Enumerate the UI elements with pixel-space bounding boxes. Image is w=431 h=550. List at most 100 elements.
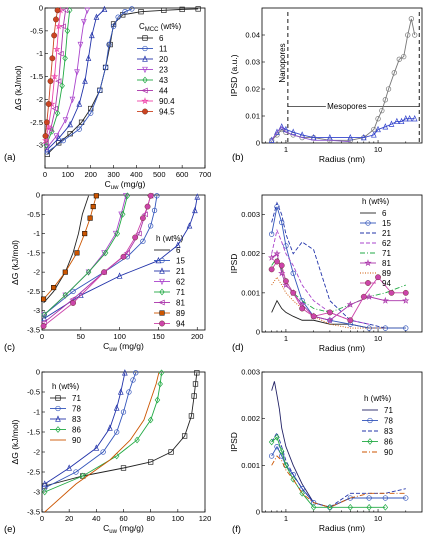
plot-frame	[41, 371, 206, 513]
data-point	[140, 215, 146, 222]
data-point	[42, 133, 49, 139]
data-point	[59, 23, 66, 30]
data-point	[268, 266, 275, 273]
x-tick-label: 10	[374, 145, 382, 154]
data-point	[89, 31, 95, 39]
series-line	[44, 195, 158, 315]
series-a-23	[44, 7, 91, 152]
data-point	[411, 115, 418, 122]
data-point	[40, 323, 47, 330]
legend-entry: 11	[159, 45, 168, 54]
data-point	[290, 289, 297, 296]
data-point	[151, 207, 158, 214]
data-point	[402, 115, 409, 122]
data-point	[122, 9, 128, 15]
legend-title: h (wt%)	[362, 197, 389, 206]
data-point	[290, 475, 296, 483]
legend-marker	[142, 55, 148, 62]
data-point	[53, 133, 60, 140]
y-tick-label: 0.001	[241, 288, 260, 297]
legend-entry: 20	[159, 55, 168, 64]
data-point	[365, 292, 373, 300]
data-point	[82, 77, 88, 84]
panel-a: 0 -0.5 -1 -1.5 -2 -2.5 -3 0 100 200 300 400 500 600 70…	[4, 4, 211, 192]
data-point	[93, 13, 100, 20]
data-point	[179, 6, 185, 13]
legend-title: h (wt%)	[156, 234, 183, 243]
data-point	[174, 241, 181, 248]
data-point	[278, 262, 285, 269]
legend-entry: 15	[176, 257, 185, 266]
x-tick-label: 500	[153, 170, 166, 179]
data-point	[134, 436, 140, 444]
data-point	[73, 469, 79, 475]
series-a-44	[42, 7, 69, 146]
data-point	[405, 32, 411, 38]
data-point	[188, 413, 195, 419]
data-point	[347, 133, 354, 141]
data-point	[85, 54, 92, 61]
x-tick-label: 80	[146, 514, 154, 523]
series-line	[43, 195, 97, 300]
data-point	[194, 370, 200, 376]
y-axis-label: ΔG (kJ/mol)	[10, 240, 20, 285]
legend-entry: 86	[384, 438, 393, 447]
y-tick-label: -0.5	[30, 26, 43, 35]
data-point	[93, 193, 99, 199]
data-point	[382, 97, 388, 103]
y-tick-label: -1.5	[30, 72, 43, 81]
legend-entry: 23	[159, 66, 168, 75]
data-point	[147, 416, 154, 424]
x-tick-label: 10	[374, 334, 382, 343]
data-point	[119, 210, 126, 218]
data-point	[401, 53, 407, 60]
data-point	[123, 250, 131, 256]
data-point	[360, 133, 367, 141]
data-point	[366, 495, 372, 501]
x-axis-label: Cuw (mg/g)	[103, 341, 144, 353]
data-point	[130, 377, 136, 383]
data-point	[44, 146, 51, 153]
x-tick-label: 50	[77, 332, 85, 341]
data-point	[97, 87, 103, 93]
data-point	[375, 116, 381, 122]
data-point	[310, 313, 317, 320]
data-point	[107, 424, 113, 431]
data-point	[403, 325, 409, 331]
x-tick-label: 400	[130, 170, 143, 179]
x-axis-label: Radius (nm)	[319, 523, 365, 533]
data-point	[67, 120, 73, 128]
legend-entry: 94	[382, 279, 391, 288]
data-point	[69, 96, 76, 104]
legend-entry: 71	[176, 288, 185, 297]
data-point	[54, 109, 61, 117]
legend-entry: 71	[382, 249, 391, 258]
y-tick-label: -1	[33, 229, 40, 238]
data-point	[396, 56, 402, 62]
data-point	[43, 119, 50, 126]
legend-entry: 90	[384, 448, 393, 457]
data-point	[55, 78, 62, 84]
legend-marker	[159, 310, 165, 316]
y-tick-label: 0	[39, 4, 43, 13]
x-tick-label: 100	[62, 170, 75, 179]
data-point	[412, 32, 418, 38]
data-point	[154, 193, 160, 199]
legend-entry: 62	[382, 239, 391, 248]
series-c-21	[41, 193, 201, 322]
data-point	[279, 219, 285, 226]
y-tick-label: -2.5	[30, 118, 43, 127]
data-point	[74, 69, 80, 76]
series-line	[271, 206, 406, 329]
data-point	[195, 6, 201, 12]
data-point	[102, 64, 109, 71]
plot-frame	[44, 7, 206, 169]
series-c-71	[41, 192, 131, 318]
series-a-43	[43, 6, 73, 149]
data-point	[283, 278, 289, 285]
data-point	[62, 269, 68, 275]
panel-label: (d)	[232, 342, 244, 353]
data-point	[299, 305, 306, 312]
data-point	[45, 101, 52, 107]
